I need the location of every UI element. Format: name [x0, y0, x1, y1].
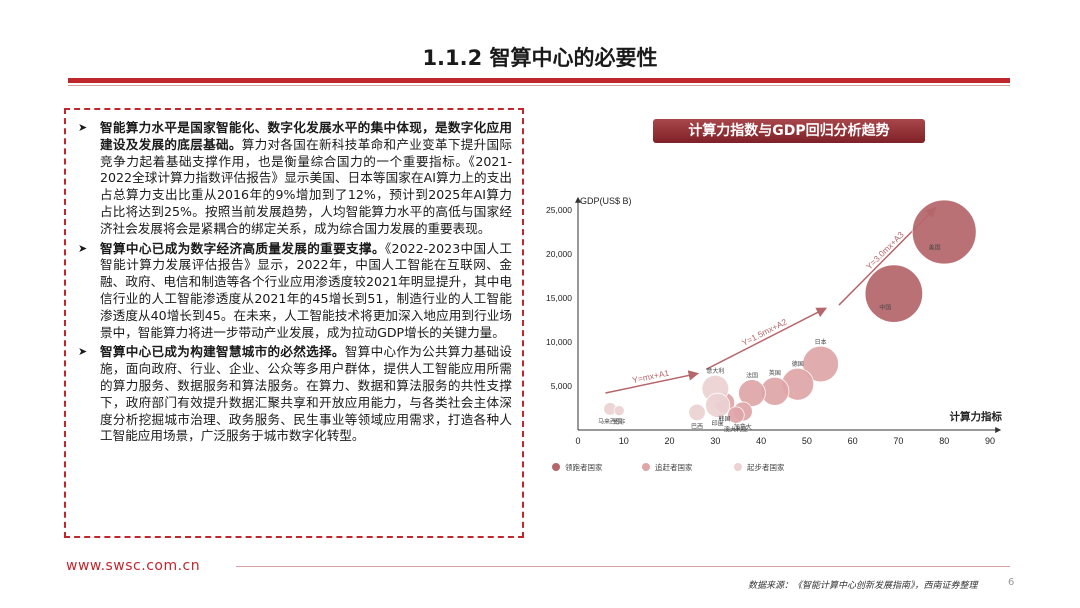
legend-swatch: [642, 463, 650, 471]
regression-chart: GDP(US$ B) 计算力指标 0 10 20 30 40 50 60 70 80 90 5,000 1…: [546, 196, 1003, 472]
x-tick-label: 40: [756, 436, 766, 446]
bubble-label: 美国: [929, 244, 941, 252]
chart-title: 计算力指数与GDP回归分析趋势: [653, 119, 925, 143]
bullet-lead: 智算中心已成为数字经济高质量发展的重要支撑。: [100, 240, 385, 256]
data-bubble: [738, 379, 766, 407]
bubble-label: 意大利: [706, 367, 724, 375]
footer-rule: [236, 566, 1010, 567]
bubble-label: 澳大利亚: [724, 425, 748, 433]
y-tick-label: 5,000: [551, 381, 573, 391]
bullet-lead: 智算中心已成为构建智慧城市的必然选择。: [100, 344, 345, 360]
trend-arrow: [605, 370, 700, 394]
title-rule: [68, 78, 1010, 83]
y-axis-label: GDP(US$ B): [580, 196, 632, 206]
trend-label: Y=mx+A1: [631, 368, 670, 386]
data-bubble: [864, 264, 924, 323]
bullet-item: ➤ 智算中心已成为数字经济高质量发展的重要支撑。《2022-2023中国人工智能…: [78, 241, 512, 342]
y-tick-label: 20,000: [546, 249, 572, 259]
bullet-body: 算力对各国在新科技革命和产业变革下提升国际竞争力起着基础支撑作用，也是衡量综合国…: [100, 136, 513, 236]
bullet-lead: 智能算力水平是国家智能化、数字化发展水平的集中体现，是数字化应用建设及发展的底层…: [100, 120, 512, 152]
legend-label: 追赶者国家: [655, 462, 693, 472]
bullet-text-box: ➤ 智能算力水平是国家智能化、数字化发展水平的集中体现，是数字化应用建设及发展的…: [64, 108, 524, 538]
bubble-label: 巴西: [691, 424, 703, 431]
bullet-item: ➤ 智能算力水平是国家智能化、数字化发展水平的集中体现，是数字化应用建设及发展的…: [78, 120, 512, 238]
bullet-arrow-icon: ➤: [78, 121, 88, 134]
bullet-body: 《2022-2023中国人工智能计算力发展评估报告》显示，2022年，中国人工智…: [100, 240, 512, 340]
y-tick-label: 25,000: [546, 205, 572, 215]
x-tick-label: 80: [939, 436, 949, 446]
x-tick-label: 0: [575, 436, 580, 446]
x-tick-label: 30: [710, 436, 720, 446]
data-bubble: [705, 392, 731, 418]
footer-source: 数据来源：《智能计算中心创新发展指南》，西南证券整理: [748, 581, 978, 591]
x-tick-label: 10: [619, 436, 629, 446]
x-tick-label: 90: [985, 436, 995, 446]
x-tick-label: 50: [802, 436, 812, 446]
y-tick-label: 15,000: [546, 293, 572, 303]
x-tick-label: 70: [893, 436, 903, 446]
page-number: 6: [1008, 577, 1015, 588]
bubble-label: 马来西亚: [598, 417, 622, 425]
footer-url[interactable]: www.swsc.com.cn: [66, 558, 201, 574]
bubble-label: 南非: [613, 418, 625, 426]
x-tick-label: 60: [848, 436, 858, 446]
data-bubble: [613, 405, 625, 417]
title-rule-thin: [68, 85, 1010, 86]
bubble-label: 日本: [815, 338, 827, 346]
bubble-label: 法国: [746, 372, 758, 380]
bubble-label: 中国: [879, 303, 891, 311]
x-axis-label: 计算力指标: [950, 410, 1003, 423]
trend-arrow: [705, 307, 828, 370]
data-bubble: [802, 345, 839, 383]
legend-swatch: [552, 463, 560, 471]
bubble-label: 德国: [792, 360, 804, 368]
bubble-label: 加拿大: [734, 423, 752, 431]
bullet-arrow-icon: ➤: [78, 241, 88, 255]
data-bubble: [911, 199, 977, 265]
x-tick-label: 20: [665, 436, 675, 446]
bullet-body: 智算中心作为公共算力基础设施，面向政府、行业、企业、公众等多用户群体，提供人工智…: [100, 344, 513, 444]
data-bubble: [727, 406, 745, 424]
page-title: 1.1.2 智算中心的必要性: [422, 46, 658, 70]
bubble-label: 韩国: [718, 415, 730, 423]
bubble-label: 英国: [769, 369, 781, 377]
bullet-item: ➤ 智算中心已成为构建智慧城市的必然选择。智算中心作为公共算力基础设施，面向政府…: [78, 344, 512, 445]
legend-label: 领跑者国家: [565, 462, 603, 472]
legend-swatch: [734, 463, 742, 471]
trend-label: Y=1.5mx+A2: [740, 317, 789, 348]
bullet-arrow-icon: ➤: [78, 345, 88, 359]
legend-label: 起步者国家: [747, 462, 785, 472]
y-tick-label: 10,000: [546, 337, 572, 347]
data-bubble: [688, 403, 706, 422]
bubble-label: 印度: [712, 420, 724, 428]
